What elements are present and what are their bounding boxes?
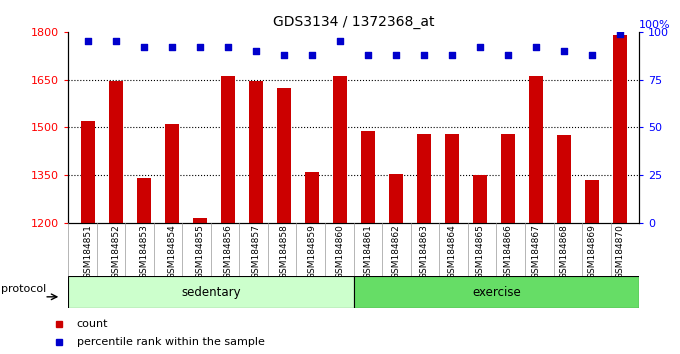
Point — [250, 48, 261, 54]
Point — [306, 52, 317, 58]
Bar — [165, 124, 179, 223]
Point — [614, 31, 625, 36]
Bar — [613, 35, 626, 223]
Title: GDS3134 / 1372368_at: GDS3134 / 1372368_at — [273, 16, 435, 29]
Bar — [220, 76, 235, 223]
Text: protocol: protocol — [1, 284, 47, 294]
Bar — [81, 121, 95, 223]
Point — [474, 44, 485, 50]
Bar — [528, 76, 543, 223]
Point — [110, 39, 121, 44]
Text: percentile rank within the sample: percentile rank within the sample — [77, 337, 265, 347]
Bar — [500, 134, 515, 223]
Bar — [360, 131, 375, 223]
Point — [82, 39, 93, 44]
Bar — [388, 174, 403, 223]
Bar — [109, 81, 122, 223]
Point — [362, 52, 373, 58]
Text: exercise: exercise — [472, 286, 521, 298]
Point — [558, 48, 569, 54]
Point — [194, 44, 205, 50]
Bar — [305, 172, 319, 223]
Bar — [277, 88, 290, 223]
Point — [278, 52, 289, 58]
FancyBboxPatch shape — [354, 276, 639, 308]
Point — [502, 52, 513, 58]
Bar — [137, 178, 150, 223]
FancyBboxPatch shape — [68, 276, 354, 308]
Point — [334, 39, 345, 44]
Bar — [249, 81, 262, 223]
Text: count: count — [77, 319, 108, 329]
Point — [222, 44, 233, 50]
Point — [446, 52, 457, 58]
Point — [418, 52, 429, 58]
Point — [530, 44, 541, 50]
Bar — [473, 175, 487, 223]
Point — [166, 44, 177, 50]
Point — [390, 52, 401, 58]
Text: sedentary: sedentary — [181, 286, 241, 298]
Bar — [192, 218, 207, 223]
Bar — [445, 134, 458, 223]
Bar — [333, 76, 347, 223]
Bar — [417, 134, 430, 223]
Bar — [585, 180, 598, 223]
Bar — [557, 136, 571, 223]
Point — [586, 52, 597, 58]
Text: 100%: 100% — [639, 20, 671, 30]
Point — [138, 44, 149, 50]
